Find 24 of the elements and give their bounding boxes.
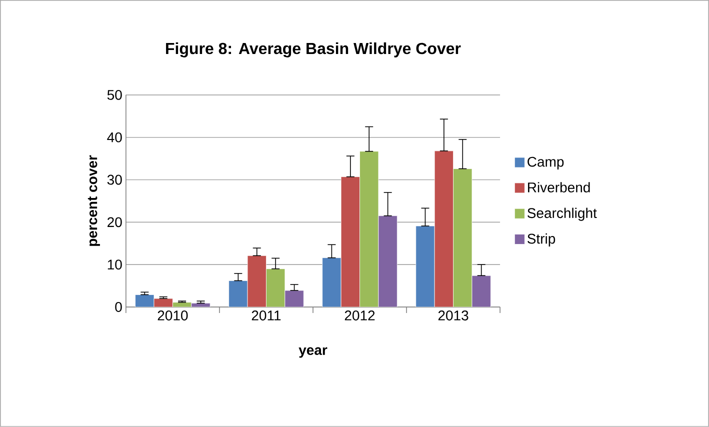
y-tick-label: 20 [108, 217, 122, 228]
bar [228, 280, 248, 308]
legend-label: Searchlight [528, 208, 597, 221]
bar [453, 168, 472, 308]
y-tick-label: 40 [107, 132, 122, 142]
y-tick-label: 50 [107, 90, 122, 100]
legend-label: Strip [528, 233, 556, 247]
bar [322, 258, 342, 308]
chart-title: Figure 8: Average Basin Wildrye Cover [166, 42, 461, 58]
bar [360, 151, 379, 308]
x-tick-label: 2010 [158, 310, 188, 320]
bar [135, 294, 154, 308]
x-tick-label: 2012 [344, 310, 375, 320]
x-axis-title: year [298, 347, 328, 358]
bar [416, 226, 435, 308]
y-tick-label: 0 [115, 302, 122, 312]
y-axis-title: percent cover [88, 155, 100, 246]
y-tick-label: 30 [107, 174, 122, 185]
x-tick-label: 2011 [252, 310, 281, 320]
y-tick-label: 10 [108, 260, 122, 270]
legend-label: Camp [528, 156, 564, 170]
x-tick-label: 2013 [438, 310, 468, 320]
legend-label: Riverbend [528, 182, 590, 192]
bar [266, 268, 286, 308]
